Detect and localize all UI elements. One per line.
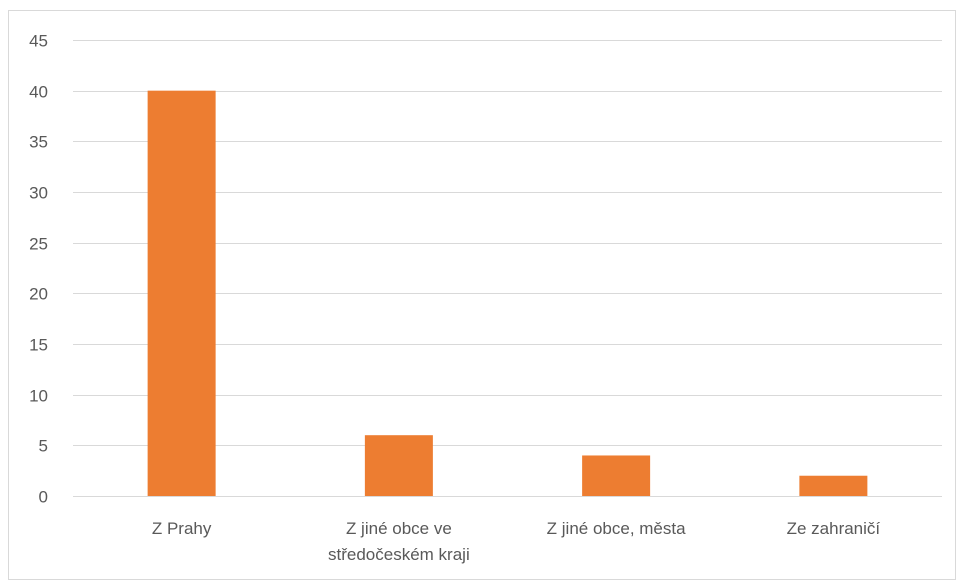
y-tick-label: 25	[29, 235, 48, 254]
x-category-label-line: Z jiné obce ve	[346, 519, 452, 538]
y-tick-label: 40	[29, 83, 48, 102]
y-tick-label: 0	[39, 488, 48, 507]
bar-0	[147, 90, 216, 497]
x-category-label-line: středočeském kraji	[328, 545, 470, 564]
gridlines	[73, 40, 942, 497]
x-category-label: Ze zahraničí	[787, 519, 881, 538]
y-tick-label: 10	[29, 387, 48, 406]
x-category-label: Z Prahy	[152, 519, 212, 538]
x-category-label-line: Z Prahy	[152, 519, 212, 538]
bars	[147, 90, 868, 497]
x-category-label-line: Ze zahraničí	[787, 519, 881, 538]
x-category-label: Z jiné obce ve středočeském kraji	[328, 519, 470, 564]
y-tick-label: 45	[29, 32, 48, 51]
x-category-label: Z jiné obce, města	[547, 519, 686, 538]
y-axis-ticks: 0 5 10 15 20 25 30 35 40 45	[29, 32, 48, 507]
y-tick-label: 30	[29, 184, 48, 203]
y-tick-label: 35	[29, 133, 48, 152]
bar-3	[799, 475, 868, 496]
y-tick-label: 20	[29, 285, 48, 304]
y-tick-label: 15	[29, 336, 48, 355]
x-category-label-line: Z jiné obce, města	[547, 519, 686, 538]
bar-1	[364, 435, 433, 496]
bar-2	[582, 455, 651, 496]
y-tick-label: 5	[39, 437, 48, 456]
x-axis-categories: Z Prahy Z jiné obce ve středočeském krajiZ…	[152, 519, 881, 564]
